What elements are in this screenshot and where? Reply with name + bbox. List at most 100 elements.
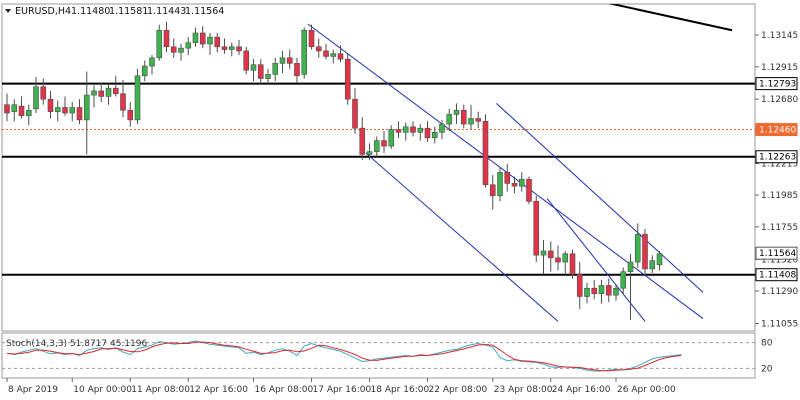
candle-body-bear: [294, 63, 300, 77]
channel-a-upper: [307, 23, 704, 319]
candle-body-bull: [156, 29, 163, 59]
candle: [642, 228, 648, 276]
candle: [207, 32, 213, 56]
candle-body-bear: [489, 184, 496, 197]
candle-body-bull: [301, 29, 308, 75]
candle-body-bull: [584, 287, 590, 297]
candle-body-bull: [366, 151, 373, 155]
candle: [33, 77, 39, 113]
candle-body-bull: [439, 123, 445, 133]
candle: [279, 50, 286, 73]
candle: [591, 279, 598, 300]
candle-body-bear: [475, 118, 482, 122]
candle: [192, 27, 199, 47]
candle: [468, 104, 474, 130]
candle: [656, 250, 663, 271]
candle: [47, 90, 54, 119]
candle-body-bear: [344, 58, 351, 100]
time-tick-label: 18 Apr 16:00: [371, 385, 430, 395]
price-tick-label: 1.13145: [761, 31, 798, 41]
candle-body-bear: [221, 46, 228, 50]
candle: [134, 68, 141, 125]
candle: [381, 130, 387, 154]
header-close: 1.11564: [185, 6, 224, 17]
candle: [482, 114, 489, 188]
candle: [547, 241, 554, 272]
channel-a-lower: [365, 152, 559, 322]
candle-body-bull: [453, 109, 460, 115]
candle: [649, 255, 656, 274]
time-tick-label: 23 Apr 08:00: [494, 385, 553, 395]
candle: [613, 284, 619, 301]
candle-body-bull: [207, 36, 213, 45]
candle-body-bull: [279, 57, 286, 64]
price-tag-current-label: 1.11564: [759, 249, 796, 259]
candle: [439, 119, 445, 140]
price-tick-label: 1.12215: [761, 159, 798, 169]
candle-body-bull: [83, 94, 90, 121]
candle: [236, 39, 242, 56]
candle: [555, 245, 561, 271]
candle-body-bull: [634, 234, 641, 263]
candle-body-bear: [605, 285, 612, 296]
candle: [526, 176, 532, 205]
candle-body-bear: [47, 98, 54, 112]
candle: [315, 38, 322, 58]
candle-body-bear: [642, 234, 648, 270]
candle: [410, 121, 416, 137]
candle-body-bull: [69, 107, 76, 114]
candle: [598, 279, 605, 304]
candle: [620, 267, 627, 294]
candle-body-bear: [286, 57, 293, 64]
candle: [366, 143, 373, 160]
time-tick-label: 22 Apr 08:00: [429, 385, 488, 395]
candle: [272, 57, 279, 82]
time-tick-label: 26 Apr 00:00: [617, 385, 676, 395]
candle-body-bull: [149, 57, 155, 67]
candles: [4, 21, 663, 320]
collapse-triangle-icon[interactable]: [5, 9, 11, 13]
candle: [497, 166, 503, 202]
candle-body-bear: [214, 36, 221, 48]
candle-body-bull: [33, 86, 39, 110]
candle: [301, 27, 308, 79]
price-tag-level-box: [755, 150, 798, 164]
price-tick-label: 1.11755: [761, 223, 798, 233]
price-tag-level-label: 1.12263: [759, 153, 796, 163]
candle: [18, 96, 25, 119]
candle: [214, 32, 221, 53]
candle: [221, 38, 228, 54]
price-tick-label: 1.11055: [761, 319, 798, 329]
price-tag-current-box: [755, 246, 798, 260]
candle: [199, 26, 206, 49]
candle: [141, 60, 148, 82]
candle-body-bear: [236, 46, 242, 52]
candle: [373, 136, 380, 158]
candle-body-bear: [547, 250, 554, 259]
candle: [518, 172, 525, 192]
candle-body-bull: [330, 53, 337, 57]
candle: [344, 53, 351, 105]
channel-b-upper: [496, 102, 704, 293]
candle: [228, 42, 235, 57]
candle-body-bull: [54, 107, 61, 112]
candle-body-bull: [431, 132, 438, 139]
candle-body-bull: [518, 178, 525, 187]
candle-body-bull: [134, 75, 141, 121]
candle: [178, 44, 184, 61]
candle: [562, 250, 569, 276]
candle: [453, 103, 460, 125]
candle: [323, 44, 329, 60]
candle: [54, 100, 61, 122]
time-tick-label: 11 Apr 08:00: [131, 385, 190, 395]
candle: [402, 122, 409, 141]
candle: [243, 46, 250, 75]
candle-body-bear: [199, 32, 206, 45]
candle-body-bull: [105, 87, 112, 97]
header-high: 1.11581: [109, 6, 148, 17]
candle: [25, 104, 32, 126]
price-tick-label: 1.11520: [761, 255, 798, 265]
stoch-level-label: 20: [761, 364, 773, 374]
stoch-signal-line: [6, 341, 682, 372]
candle: [62, 96, 68, 116]
